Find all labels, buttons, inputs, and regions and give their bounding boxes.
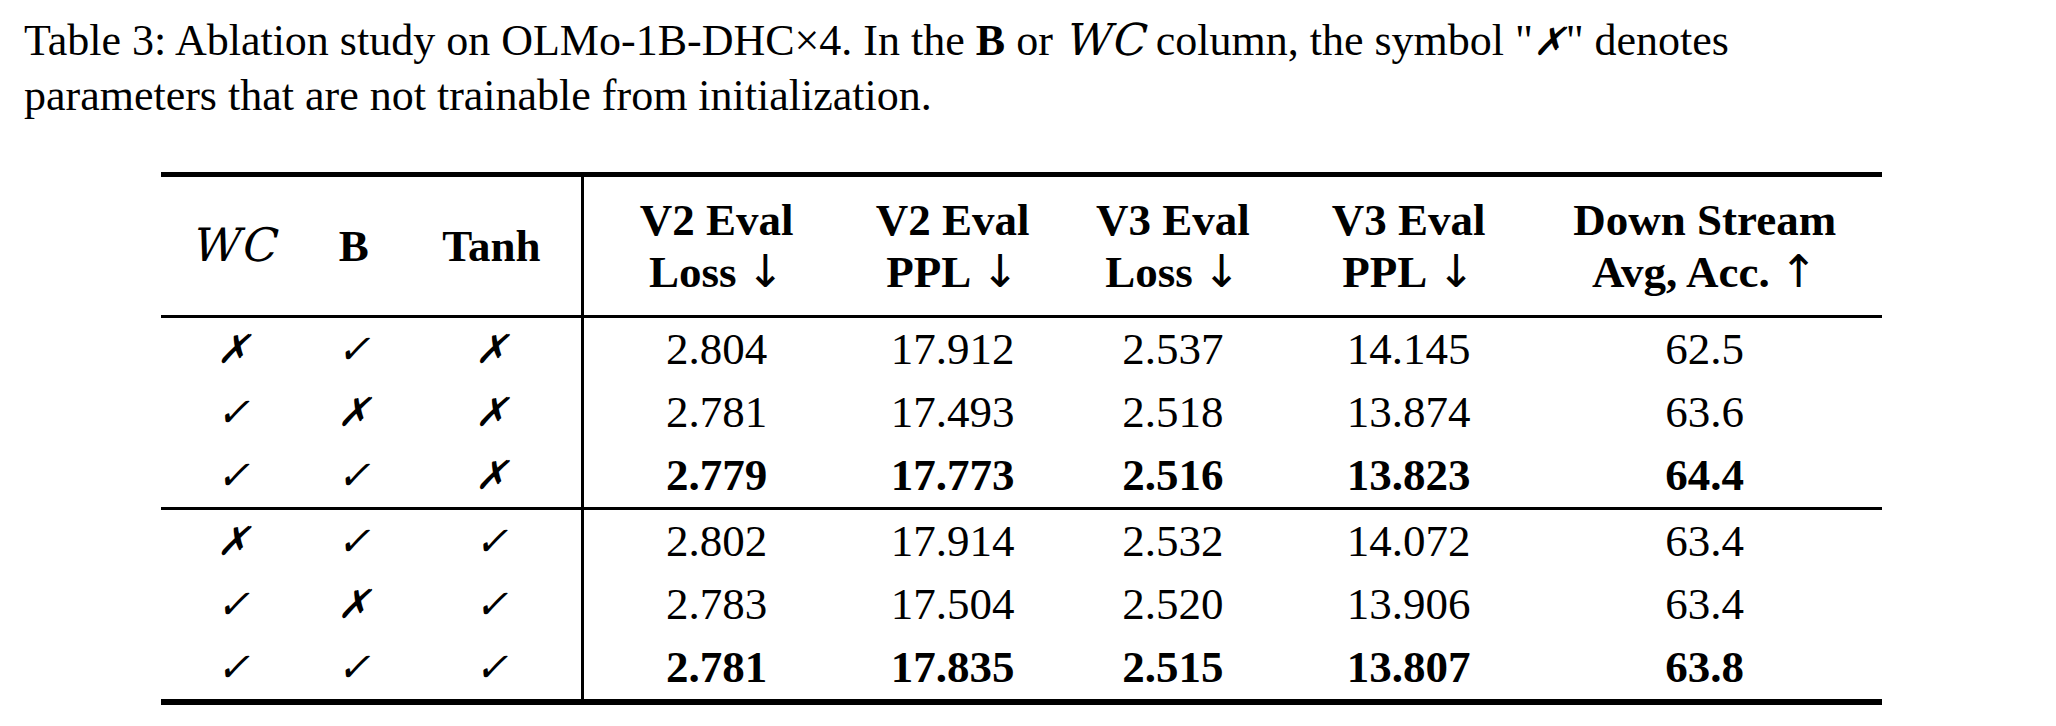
table-row: ✗ ✓ ✓ 2.802 17.914 2.532 14.072 63.4 (161, 510, 1882, 573)
header-metric: Loss (649, 247, 737, 297)
caption-line-1: Table 3: Ablation study on OLMo-1B-DHC×4… (24, 12, 2056, 68)
col-header-downstream-acc: Down Stream Avg, Acc.↑ (1527, 177, 1882, 315)
downstream-acc-value: 63.6 (1527, 381, 1882, 444)
col-header-v3-eval-loss: V3 Eval Loss↓ (1056, 177, 1290, 315)
table-group-with-tanh: ✗ ✓ ✓ 2.802 17.914 2.532 14.072 63.4 ✓ ✗… (161, 510, 1882, 699)
caption-line-2: parameters that are not trainable from i… (24, 68, 2056, 123)
up-arrow-icon: ↑ (1780, 245, 1818, 298)
header-metric: PPL (886, 247, 971, 297)
v3-eval-ppl-value: 13.906 (1290, 573, 1527, 636)
tanh-flag: ✓ (402, 510, 581, 573)
wc-flag: ✓ (161, 573, 306, 636)
b-flag: ✓ (306, 444, 402, 507)
b-flag: ✓ (306, 636, 402, 699)
downstream-acc-value: 62.5 (1527, 318, 1882, 381)
table-group-no-tanh: ✗ ✓ ✗ 2.804 17.912 2.537 14.145 62.5 ✓ ✗… (161, 318, 1882, 510)
header-line: Avg, Acc.↑ (1592, 246, 1818, 298)
ablation-table: WC B Tanh V2 Eval Loss↓ V2 Eval PPL↓ V3 … (161, 172, 1882, 705)
tanh-flag: ✗ (402, 318, 581, 381)
v2-eval-loss-value: 2.783 (581, 573, 849, 636)
header-metric: Loss (1105, 247, 1193, 297)
v3-eval-ppl-value: 13.823 (1290, 444, 1527, 507)
v3-eval-ppl-value: 13.807 (1290, 636, 1527, 699)
b-flag: ✓ (306, 318, 402, 381)
b-flag: ✗ (306, 381, 402, 444)
cross-mark-icon: ✗ (1533, 19, 1566, 64)
table-caption: Table 3: Ablation study on OLMo-1B-DHC×4… (0, 0, 2056, 124)
table-row-best: ✓ ✓ ✗ 2.779 17.773 2.516 13.823 64.4 (161, 444, 1882, 507)
caption-text: column, the symbol " (1145, 16, 1533, 65)
v3-eval-ppl-value: 13.874 (1290, 381, 1527, 444)
wc-flag: ✗ (161, 318, 306, 381)
v3-eval-loss-value: 2.532 (1056, 510, 1290, 573)
col-header-v2-eval-ppl: V2 Eval PPL↓ (849, 177, 1056, 315)
wc-flag: ✓ (161, 381, 306, 444)
v3-eval-loss-value: 2.515 (1056, 636, 1290, 699)
downstream-acc-value: 63.4 (1527, 510, 1882, 573)
header-line: Loss↓ (649, 246, 784, 298)
table-row: ✗ ✓ ✗ 2.804 17.912 2.537 14.145 62.5 (161, 318, 1882, 381)
header-line: Down Stream (1573, 194, 1836, 246)
down-arrow-icon: ↓ (981, 245, 1019, 298)
v2-eval-ppl-value: 17.914 (849, 510, 1056, 573)
header-line: PPL↓ (886, 246, 1019, 298)
down-arrow-icon: ↓ (1203, 245, 1241, 298)
v3-eval-loss-value: 2.516 (1056, 444, 1290, 507)
wc-flag: ✗ (161, 510, 306, 573)
paper-page: Table 3: Ablation study on OLMo-1B-DHC×4… (0, 0, 2056, 726)
tanh-flag: ✗ (402, 444, 581, 507)
caption-text: or (1005, 16, 1064, 65)
v3-eval-loss-value: 2.518 (1056, 381, 1290, 444)
downstream-acc-value: 64.4 (1527, 444, 1882, 507)
b-flag: ✓ (306, 510, 402, 573)
v3-eval-loss-value: 2.520 (1056, 573, 1290, 636)
down-arrow-icon: ↓ (747, 245, 785, 298)
header-line: V3 Eval (1332, 194, 1486, 246)
v3-eval-loss-value: 2.537 (1056, 318, 1290, 381)
v3-eval-ppl-value: 14.145 (1290, 318, 1527, 381)
header-line: Loss↓ (1105, 246, 1240, 298)
table-header-row: WC B Tanh V2 Eval Loss↓ V2 Eval PPL↓ V3 … (161, 177, 1882, 318)
v2-eval-loss-value: 2.802 (581, 510, 849, 573)
table-row-best: ✓ ✓ ✓ 2.781 17.835 2.515 13.807 63.8 (161, 636, 1882, 699)
col-header-tanh: Tanh (402, 177, 581, 315)
downstream-acc-value: 63.4 (1527, 573, 1882, 636)
table-row: ✓ ✗ ✗ 2.781 17.493 2.518 13.874 63.6 (161, 381, 1882, 444)
v2-eval-loss-value: 2.804 (581, 318, 849, 381)
downstream-acc-value: 63.8 (1527, 636, 1882, 699)
b-flag: ✗ (306, 573, 402, 636)
header-line: V2 Eval (640, 194, 794, 246)
col-header-v3-eval-ppl: V3 Eval PPL↓ (1290, 177, 1527, 315)
caption-text: " denotes (1566, 16, 1729, 65)
wc-flag: ✓ (161, 444, 306, 507)
down-arrow-icon: ↓ (1437, 245, 1475, 298)
tanh-flag: ✗ (402, 381, 581, 444)
wc-flag: ✓ (161, 636, 306, 699)
v2-eval-ppl-value: 17.773 (849, 444, 1056, 507)
header-line: PPL↓ (1342, 246, 1475, 298)
v2-eval-ppl-value: 17.835 (849, 636, 1056, 699)
table-row: ✓ ✗ ✓ 2.783 17.504 2.520 13.906 63.4 (161, 573, 1882, 636)
header-metric: Avg, Acc. (1592, 247, 1770, 297)
v2-eval-loss-value: 2.781 (581, 381, 849, 444)
col-header-b: B (306, 177, 402, 315)
v2-eval-loss-value: 2.779 (581, 444, 849, 507)
col-header-v2-eval-loss: V2 Eval Loss↓ (581, 177, 849, 315)
caption-symbol-b: B (976, 16, 1005, 65)
v2-eval-loss-value: 2.781 (581, 636, 849, 699)
v2-eval-ppl-value: 17.912 (849, 318, 1056, 381)
header-line: V2 Eval (876, 194, 1030, 246)
v2-eval-ppl-value: 17.493 (849, 381, 1056, 444)
tanh-flag: ✓ (402, 636, 581, 699)
header-line: V3 Eval (1096, 194, 1250, 246)
col-header-wc: WC (161, 177, 306, 315)
v2-eval-ppl-value: 17.504 (849, 573, 1056, 636)
header-metric: PPL (1342, 247, 1427, 297)
caption-symbol-wc: WC (1064, 14, 1145, 65)
tanh-flag: ✓ (402, 573, 581, 636)
caption-text: Table 3: Ablation study on OLMo-1B-DHC×4… (24, 16, 976, 65)
v3-eval-ppl-value: 14.072 (1290, 510, 1527, 573)
